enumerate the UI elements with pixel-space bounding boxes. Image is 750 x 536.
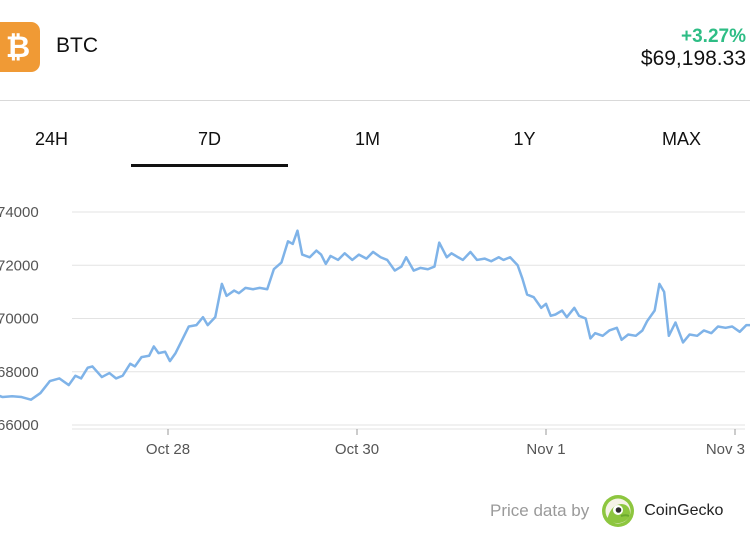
coingecko-logo-icon [602, 495, 635, 527]
y-tick-label: 66000 [0, 417, 39, 434]
active-tab-indicator [131, 164, 288, 167]
coingecko-brand: CoinGecko [644, 502, 724, 519]
y-tick-label: 72000 [0, 257, 39, 274]
bitcoin-icon: ₿ [0, 22, 40, 72]
tab-1m[interactable]: 1M [354, 129, 380, 149]
time-range-tabs: 24H 7D 1M 1Y MAX [0, 101, 750, 167]
price-change-percent: +3.27% [681, 26, 746, 47]
bitcoin-glyph: ₿ [5, 29, 31, 65]
tab-7d[interactable]: 7D [197, 129, 221, 149]
x-tick-label: Oct 30 [335, 441, 379, 458]
price-attribution[interactable]: Price data by CoinGecko [490, 493, 723, 529]
y-tick-label: 74000 [0, 204, 39, 221]
attribution-prefix: Price data by [490, 501, 590, 520]
y-tick-label: 68000 [0, 364, 39, 381]
tab-1y[interactable]: 1Y [513, 129, 536, 149]
price-chart[interactable]: 74000 72000 70000 68000 66000 Oct 28 Oct 30 Nov… [0, 180, 750, 480]
coin-symbol: BTC [56, 34, 98, 57]
price-series-line [0, 229, 750, 401]
y-tick-label: 70000 [0, 311, 39, 328]
tab-24h[interactable]: 24H [34, 129, 69, 149]
x-tick-label: Oct 28 [146, 441, 190, 458]
tab-max[interactable]: MAX [661, 129, 701, 149]
x-tick-label: Nov 3 [706, 441, 745, 458]
coin-header: ₿ BTC +3.27% $69,198.33 [0, 0, 750, 101]
price-chart-svg: 74000 72000 70000 68000 66000 Oct 28 Oct 30 Nov… [0, 204, 750, 458]
x-tick-label: Nov 1 [526, 441, 565, 458]
current-price: $69,198.33 [640, 47, 746, 70]
